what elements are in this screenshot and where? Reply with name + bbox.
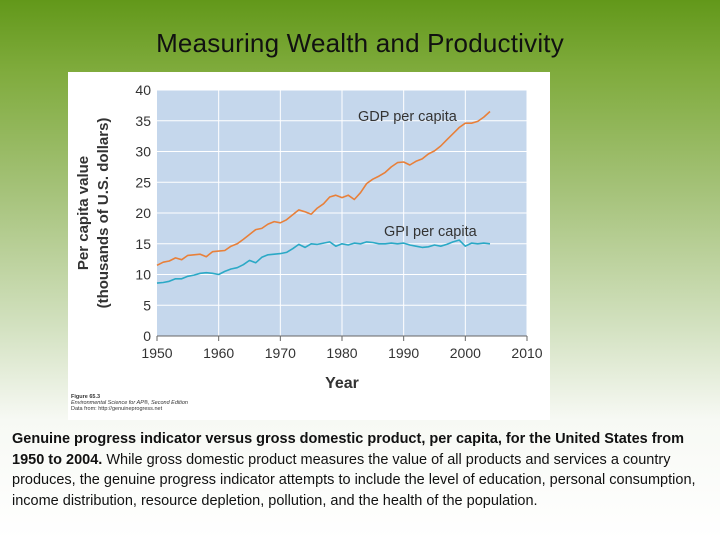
y-tick-label: 20 (135, 205, 151, 221)
x-tick-label: 1950 (141, 345, 172, 361)
x-axis-title: Year (325, 375, 359, 392)
y-tick-label: 40 (135, 82, 151, 98)
figure-source: Data from: http://genuineprogress.net (71, 406, 163, 412)
y-tick-label: 0 (143, 328, 151, 344)
y-tick-label: 25 (135, 174, 151, 190)
slide-title: Measuring Wealth and Productivity (156, 28, 564, 58)
y-tick-label: 10 (135, 267, 151, 283)
x-tick-label: 1980 (326, 345, 357, 361)
caption-bold: Genuine progress indicator versus gross … (12, 431, 684, 468)
y-axis-title-line2: (thousands of U.S. dollars) (95, 118, 112, 309)
x-tick-label: 1960 (203, 345, 234, 361)
x-tick-label: 2010 (511, 345, 542, 361)
axes: 0 5 10 15 20 25 30 35 40 1950 1960 1970 1980 1990 2000… (135, 82, 542, 361)
gdp-series-label: GDP per capita (358, 109, 458, 125)
caption-body: While gross domestic product measures th… (12, 451, 696, 509)
y-tick-label: 5 (143, 297, 151, 313)
figure-credit: Figure 65.3 Environmental Science for AP… (71, 394, 188, 412)
chart: 0 5 10 15 20 25 30 35 40 1950 1960 1970 1980 1990 2000… (75, 82, 543, 392)
caption: Genuine progress indicator versus gross … (12, 429, 718, 511)
x-tick-label: 1970 (265, 345, 296, 361)
figure-panel: 0 5 10 15 20 25 30 35 40 1950 1960 1970 1980 1990 2000… (68, 72, 550, 420)
series-lines (156, 110, 491, 284)
gpi-per-capita-line (156, 239, 491, 284)
gdp-per-capita-line (156, 110, 491, 267)
gpi-series-label: GPI per capita (384, 224, 478, 240)
x-tick-label: 1990 (388, 345, 419, 361)
y-tick-label: 15 (135, 236, 151, 252)
y-axis-title-line1: Per capita value (75, 156, 92, 270)
y-tick-label: 35 (135, 113, 151, 129)
figure-book: Environmental Science for AP®, Second Ed… (71, 400, 188, 406)
x-tick-label: 2000 (450, 345, 481, 361)
figure-number: Figure 65.3 (71, 394, 101, 400)
y-tick-label: 30 (135, 144, 151, 160)
